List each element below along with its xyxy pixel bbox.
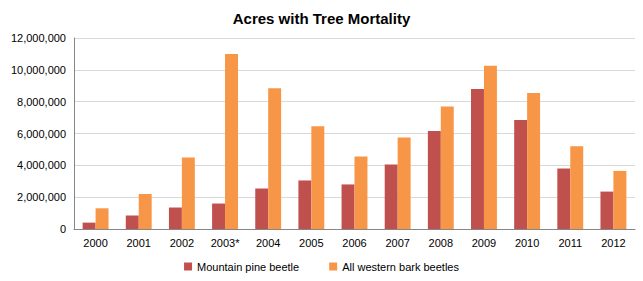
svg-text:2000: 2000 bbox=[83, 237, 107, 249]
svg-text:2007: 2007 bbox=[385, 237, 409, 249]
svg-text:Mountain pine beetle: Mountain pine beetle bbox=[197, 261, 299, 273]
svg-text:8,000,000: 8,000,000 bbox=[17, 96, 66, 108]
svg-text:2004: 2004 bbox=[256, 237, 280, 249]
svg-text:4,000,000: 4,000,000 bbox=[17, 159, 66, 171]
svg-text:All western bark beetles: All western bark beetles bbox=[342, 261, 459, 273]
svg-text:Acres with Tree Mortality: Acres with Tree Mortality bbox=[233, 10, 411, 27]
svg-text:2001: 2001 bbox=[126, 237, 150, 249]
svg-text:2012: 2012 bbox=[601, 237, 625, 249]
svg-text:2,000,000: 2,000,000 bbox=[17, 191, 66, 203]
svg-text:2008: 2008 bbox=[429, 237, 453, 249]
svg-text:2011: 2011 bbox=[558, 237, 582, 249]
svg-text:2002: 2002 bbox=[170, 237, 194, 249]
svg-text:2005: 2005 bbox=[299, 237, 323, 249]
svg-text:2009: 2009 bbox=[472, 237, 496, 249]
svg-text:6,000,000: 6,000,000 bbox=[17, 128, 66, 140]
svg-text:12,000,000: 12,000,000 bbox=[11, 32, 66, 44]
svg-text:2003*: 2003* bbox=[211, 237, 240, 249]
svg-text:2010: 2010 bbox=[515, 237, 539, 249]
svg-text:2006: 2006 bbox=[342, 237, 366, 249]
svg-text:10,000,000: 10,000,000 bbox=[11, 64, 66, 76]
svg-text:0: 0 bbox=[60, 223, 66, 235]
